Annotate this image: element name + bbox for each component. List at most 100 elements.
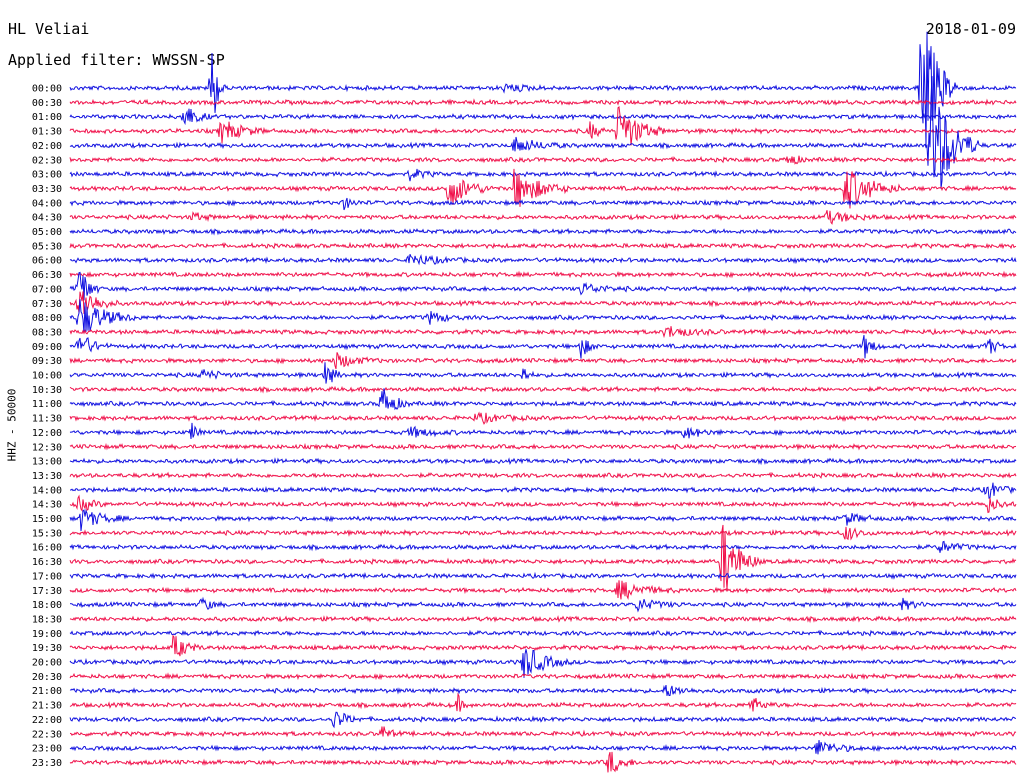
trace-line bbox=[69, 291, 1017, 315]
trace-line bbox=[69, 98, 1017, 107]
trace-line bbox=[69, 726, 1017, 738]
trace-line bbox=[69, 335, 1017, 359]
row-label: 12:30 bbox=[32, 442, 62, 453]
row-label: 04:30 bbox=[32, 213, 62, 224]
trace-line bbox=[69, 411, 1017, 425]
row-label: 13:00 bbox=[32, 457, 62, 468]
row-label: 16:00 bbox=[32, 543, 62, 554]
trace-line bbox=[69, 227, 1017, 236]
trace-line bbox=[69, 108, 1017, 126]
trace-line bbox=[69, 168, 1017, 182]
filter-subtitle: Applied filter: WWSSN-SP bbox=[8, 51, 225, 69]
trace-line bbox=[69, 494, 1017, 514]
row-label: 16:30 bbox=[32, 557, 62, 568]
row-label: 23:30 bbox=[32, 758, 62, 769]
row-label: 12:00 bbox=[32, 428, 62, 439]
trace-line bbox=[69, 634, 1017, 657]
row-label: 14:30 bbox=[32, 500, 62, 511]
trace-line bbox=[69, 471, 1017, 479]
trace-line bbox=[69, 76, 1017, 189]
row-label: 04:00 bbox=[32, 198, 62, 209]
trace-line bbox=[69, 299, 1017, 334]
trace-line bbox=[69, 685, 1017, 696]
trace-line bbox=[69, 711, 1017, 729]
row-label: 22:00 bbox=[32, 715, 62, 726]
row-label: 11:00 bbox=[32, 399, 62, 410]
trace-line bbox=[69, 672, 1017, 681]
row-label: 17:30 bbox=[32, 586, 62, 597]
trace-line bbox=[69, 692, 1017, 712]
trace-line bbox=[69, 385, 1017, 394]
row-label: 02:00 bbox=[32, 141, 62, 152]
date-label: 2018-01-09 bbox=[925, 20, 1016, 38]
row-label: 06:30 bbox=[32, 270, 62, 281]
trace-line bbox=[69, 740, 1017, 755]
trace-line bbox=[69, 524, 1017, 590]
trace-line bbox=[69, 596, 1017, 613]
trace-line bbox=[69, 241, 1017, 250]
row-label: 09:30 bbox=[32, 356, 62, 367]
row-label: 23:00 bbox=[32, 744, 62, 755]
row-label: 18:00 bbox=[32, 600, 62, 611]
row-label: 21:00 bbox=[32, 686, 62, 697]
trace-line bbox=[69, 615, 1017, 624]
row-label: 07:30 bbox=[32, 299, 62, 310]
station-title: HL Veliai bbox=[8, 20, 90, 38]
row-label: 15:00 bbox=[32, 514, 62, 525]
trace-line bbox=[69, 254, 1017, 266]
trace-line bbox=[70, 482, 1017, 499]
row-label: 15:30 bbox=[32, 528, 62, 539]
trace-line bbox=[69, 540, 1017, 553]
trace-line bbox=[69, 422, 1017, 440]
trace-line bbox=[69, 326, 1017, 339]
trace-line bbox=[69, 508, 1017, 532]
row-label: 21:30 bbox=[32, 701, 62, 712]
trace-line bbox=[69, 571, 1017, 580]
row-label: 08:30 bbox=[32, 327, 62, 338]
trace-line bbox=[69, 270, 1017, 279]
row-label: 07:00 bbox=[32, 284, 62, 295]
trace-line bbox=[69, 362, 1017, 384]
row-label: 11:30 bbox=[32, 414, 62, 425]
row-label: 05:30 bbox=[32, 241, 62, 252]
trace-line bbox=[69, 352, 1017, 370]
row-label: 10:00 bbox=[32, 371, 62, 382]
row-label: 01:30 bbox=[32, 127, 62, 138]
trace-line bbox=[69, 168, 1017, 209]
row-label: 00:30 bbox=[32, 98, 62, 109]
row-label: 19:00 bbox=[32, 629, 62, 640]
trace-line bbox=[69, 526, 1017, 541]
trace-line bbox=[69, 31, 1017, 147]
row-label: 13:30 bbox=[32, 471, 62, 482]
row-label: 20:30 bbox=[32, 672, 62, 683]
trace-line bbox=[69, 210, 1017, 225]
trace-line bbox=[69, 457, 1017, 466]
trace-line bbox=[69, 649, 1017, 678]
row-label: 01:00 bbox=[32, 112, 62, 123]
row-label: 05:00 bbox=[32, 227, 62, 238]
trace-line bbox=[69, 442, 1017, 451]
row-label: 02:30 bbox=[32, 155, 62, 166]
row-label: 22:30 bbox=[32, 729, 62, 740]
row-label: 03:30 bbox=[32, 184, 62, 195]
trace-line bbox=[69, 751, 1017, 773]
trace-line bbox=[69, 155, 1017, 165]
trace-line bbox=[69, 197, 1017, 211]
row-label: 20:00 bbox=[32, 658, 62, 669]
trace-line bbox=[69, 388, 1017, 411]
row-label: 14:00 bbox=[32, 485, 62, 496]
row-label: 08:00 bbox=[32, 313, 62, 324]
trace-line bbox=[69, 105, 1016, 146]
row-label: 10:30 bbox=[32, 385, 62, 396]
row-label: 17:00 bbox=[32, 571, 62, 582]
row-label: 18:30 bbox=[32, 614, 62, 625]
row-label: 03:00 bbox=[32, 170, 62, 181]
trace-line bbox=[69, 629, 1017, 637]
row-label: 09:00 bbox=[32, 342, 62, 353]
trace-line bbox=[69, 271, 1017, 301]
trace-line bbox=[69, 580, 1017, 600]
row-label: 00:00 bbox=[32, 84, 62, 95]
row-label: 19:30 bbox=[32, 643, 62, 654]
row-label: 06:00 bbox=[32, 256, 62, 267]
